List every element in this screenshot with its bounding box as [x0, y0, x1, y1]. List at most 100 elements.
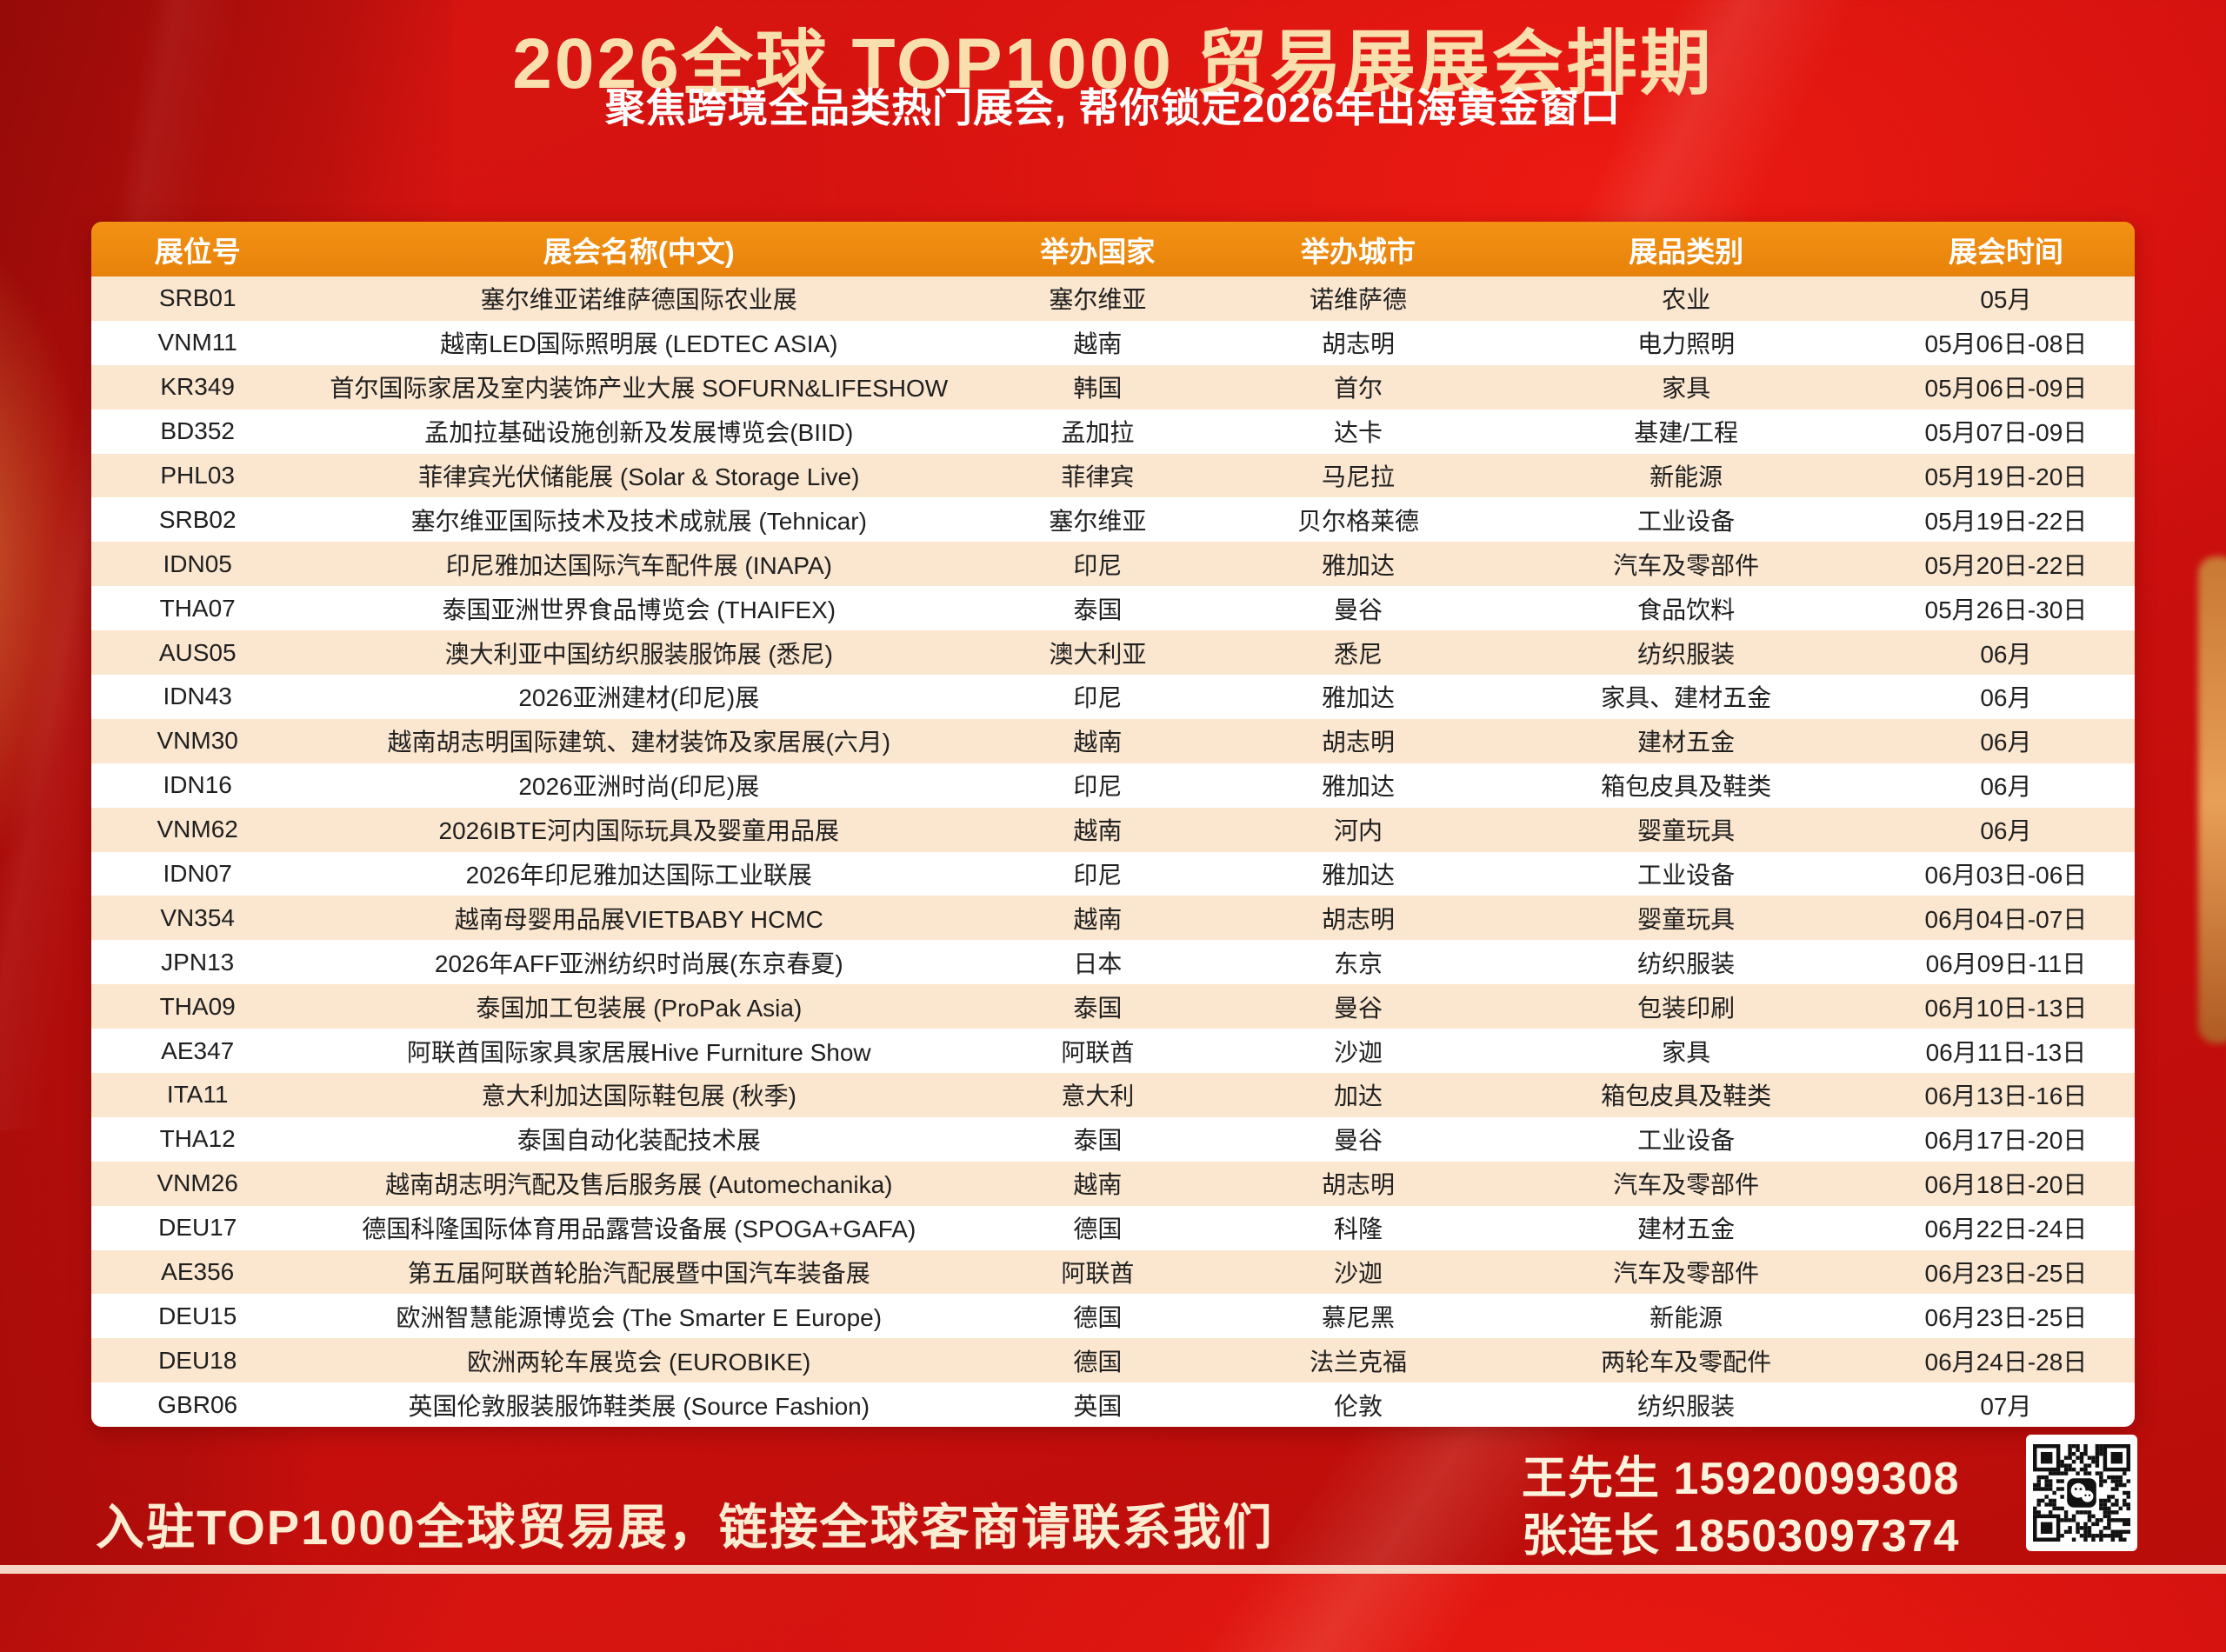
cell-dates: 06月 — [1980, 729, 2032, 756]
column-header-country: 举办国家 — [1040, 235, 1156, 268]
cell-country: 泰国 — [1073, 1127, 1123, 1155]
cell-booth: GBR06 — [157, 1390, 238, 1418]
column-header-dates: 展会时间 — [1948, 235, 2063, 268]
cell-country: 意大利 — [1061, 1082, 1135, 1110]
table-row: IDN07 2026年印尼雅加达国际工业联展 印尼 雅加达 工业设备 06月03日-06日 — [91, 851, 2135, 896]
cell-name: 欧洲智慧能源博览会 (The Smarter E Europe) — [396, 1303, 883, 1331]
cell-category: 纺织服装 — [1637, 949, 1736, 977]
cell-booth: IDN07 — [163, 860, 232, 888]
cell-city: 达卡 — [1333, 419, 1383, 447]
cell-country: 印尼 — [1073, 773, 1123, 801]
cell-dates: 07月 — [1980, 1392, 2032, 1420]
cell-country: 日本 — [1073, 949, 1123, 977]
cell-booth: VNM30 — [157, 727, 238, 755]
cell-city: 河内 — [1333, 817, 1383, 845]
gold-glow-left — [0, 226, 96, 887]
cell-name: 泰国亚洲世界食品博览会 (THAIFEX) — [442, 596, 836, 623]
cell-booth: SRB02 — [158, 505, 237, 533]
table-header-row: 展位号 展会名称(中文) 举办国家 举办城市 展品类别 展会时间 — [91, 222, 2135, 276]
table-row: DEU17 德国科隆国际体育用品露营设备展 (SPOGA+GAFA) 德国 科隆 建材五… — [91, 1205, 2135, 1250]
cell-category: 电力照明 — [1637, 330, 1736, 358]
cell-name: 泰国加工包装展 (ProPak Asia) — [476, 994, 803, 1022]
cell-category: 基建/工程 — [1634, 419, 1739, 447]
cell-dates: 06月 — [1980, 684, 2032, 712]
cell-booth: VN354 — [160, 903, 235, 931]
cell-name: 阿联酋国际家具家居展Hive Furniture Show — [406, 1038, 871, 1066]
table-row: VNM30 越南胡志明国际建筑、建材装饰及家居展(六月) 越南 胡志明 建材五金 06月 — [91, 718, 2135, 763]
cell-city: 加达 — [1333, 1082, 1383, 1110]
cell-name: 第五届阿联酋轮胎汽配展暨中国汽车装备展 — [407, 1260, 870, 1288]
table-row: AE347 阿联酋国际家具家居展Hive Furniture Show 阿联酋 沙迦 家… — [91, 1029, 2135, 1074]
cell-dates: 06月23日-25日 — [1924, 1260, 2088, 1288]
cell-name: 塞尔维亚诺维萨德国际农业展 — [480, 286, 797, 314]
cell-category: 家具、建材五金 — [1601, 684, 1772, 712]
cell-dates: 05月 — [1980, 286, 2032, 314]
cell-city: 伦敦 — [1333, 1392, 1383, 1420]
cell-city: 沙迦 — [1333, 1260, 1383, 1288]
cell-name: 越南胡志明国际建筑、建材装饰及家居展(六月) — [387, 729, 891, 756]
cell-dates: 06月04日-07日 — [1924, 905, 2088, 933]
cell-city: 科隆 — [1333, 1216, 1383, 1243]
cell-country: 韩国 — [1073, 375, 1123, 403]
table-row: THA12 泰国自动化装配技术展 泰国 曼谷 工业设备 06月17日-20日 — [91, 1116, 2135, 1162]
cell-name: 2026年印尼雅加达国际工业联展 — [465, 862, 812, 889]
cell-country: 德国 — [1073, 1348, 1123, 1376]
cell-name: 菲律宾光伏储能展 (Solar & Storage Live) — [418, 463, 860, 490]
cell-dates: 06月24日-28日 — [1924, 1348, 2088, 1376]
table-row: VNM11 越南LED国际照明展 (LEDTEC ASIA) 越南 胡志明 电力照明 05… — [91, 320, 2135, 365]
cell-dates: 06月11日-13日 — [1925, 1038, 2087, 1066]
cell-booth: THA09 — [159, 992, 236, 1020]
cell-category: 婴童玩具 — [1637, 817, 1736, 845]
cell-city: 雅加达 — [1321, 551, 1395, 579]
cell-country: 越南 — [1073, 905, 1123, 933]
contact-name: 王先生 — [1522, 1454, 1661, 1504]
table-row: BD352 孟加拉基础设施创新及发展博览会(BIID) 孟加拉 达卡 基建/工程 05月0… — [91, 409, 2135, 454]
cell-name: 英国伦敦服装服饰鞋类展 (Source Fashion) — [408, 1392, 870, 1420]
cell-country: 越南 — [1073, 729, 1123, 756]
contact-line: 张连长 18503097374 — [1522, 1508, 1960, 1565]
cell-country: 越南 — [1073, 1171, 1123, 1199]
cell-booth: IDN16 — [163, 771, 232, 799]
cell-country: 越南 — [1073, 330, 1123, 358]
cell-city: 雅加达 — [1321, 862, 1395, 889]
cell-booth: AE347 — [161, 1036, 235, 1064]
cell-category: 食品饮料 — [1637, 596, 1736, 623]
table-row: PHL03 菲律宾光伏储能展 (Solar & Storage Live) 菲律宾 马… — [91, 453, 2135, 498]
cell-name: 塞尔维亚国际技术及技术成就展 (Tehnicar) — [410, 507, 867, 535]
table-row: IDN16 2026亚洲时尚(印尼)展 印尼 雅加达 箱包皮具及鞋类 06月 — [91, 763, 2135, 808]
cell-booth: AE356 — [161, 1258, 235, 1286]
wechat-qr-code — [2026, 1435, 2137, 1551]
cell-name: 德国科隆国际体育用品露营设备展 (SPOGA+GAFA) — [362, 1216, 916, 1243]
cell-city: 沙迦 — [1333, 1038, 1383, 1066]
table-row: VNM62 2026IBTE河内国际玩具及婴童用品展 越南 河内 婴童玩具 06月 — [91, 807, 2135, 852]
qr-finder-patterns — [2033, 1444, 2130, 1542]
table-row: SRB01 塞尔维亚诺维萨德国际农业展 塞尔维亚 诺维萨德 农业 05月 — [91, 276, 2135, 321]
cell-category: 工业设备 — [1637, 862, 1736, 889]
cell-dates: 06月13日-16日 — [1924, 1082, 2088, 1110]
cell-category: 两轮车及零配件 — [1601, 1348, 1772, 1376]
cell-booth: DEU17 — [158, 1214, 237, 1242]
cell-category: 家具 — [1662, 1038, 1711, 1066]
cell-dates: 06月10日-13日 — [1924, 994, 2088, 1022]
cell-dates: 05月06日-09日 — [1924, 375, 2088, 403]
cell-booth: VNM11 — [157, 329, 237, 356]
cell-booth: THA12 — [159, 1125, 236, 1153]
page-subtitle: 聚焦跨境全品类热门展会, 帮你锁定2026年出海黄金窗口 — [605, 85, 1621, 130]
cell-country: 英国 — [1073, 1392, 1123, 1420]
table-row: JPN13 2026年AFF亚洲纺织时尚展(东京春夏) 日本 东京 纺织服装 06月09日… — [91, 940, 2135, 985]
cell-name: 越南LED国际照明展 (LEDTEC ASIA) — [440, 330, 838, 358]
gold-glow-right — [2198, 556, 2226, 1043]
contact-phone: 15920099308 — [1673, 1454, 1960, 1504]
cell-city: 慕尼黑 — [1321, 1303, 1395, 1331]
cell-dates: 06月09日-11日 — [1925, 949, 2087, 977]
cell-dates: 06月17日-20日 — [1924, 1127, 2088, 1155]
cell-booth: VNM26 — [157, 1169, 238, 1197]
cell-category: 汽车及零部件 — [1613, 551, 1760, 579]
cell-booth: SRB01 — [158, 284, 237, 312]
cell-dates: 05月20日-22日 — [1924, 551, 2088, 579]
page-title: 2026全球 TOP1000 贸易展展会排期 — [512, 24, 1714, 103]
cell-booth: BD352 — [160, 417, 235, 445]
cell-dates: 06月 — [1980, 817, 2032, 845]
cell-category: 箱包皮具及鞋类 — [1601, 773, 1772, 801]
cell-booth: THA07 — [159, 594, 236, 622]
